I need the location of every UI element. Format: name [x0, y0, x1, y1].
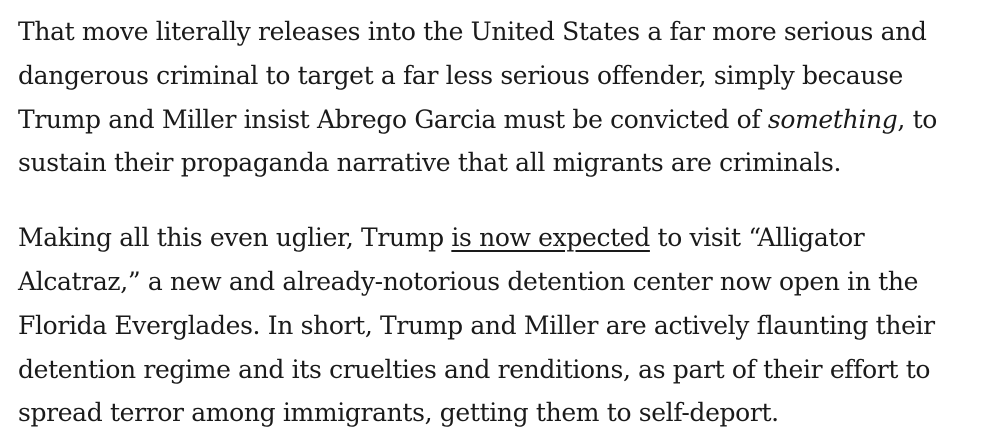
- text-line: Making all this even uglier, Trump is no…: [18, 216, 978, 260]
- paragraph-alligator-alcatraz-context: That move literally releases into the Un…: [18, 10, 978, 185]
- emphasized-word: something: [767, 104, 898, 134]
- text-line: That move literally releases into the Un…: [18, 17, 927, 46]
- text-segment: to visit “Alligator: [649, 223, 865, 253]
- text-segment: , to: [897, 104, 937, 134]
- text-line: Florida Everglades. In short, Trump and …: [18, 310, 935, 340]
- paragraph-trump-visit: Making all this even uglier, Trump is no…: [18, 216, 978, 435]
- text-line: dangerous criminal to target a far less …: [18, 60, 904, 90]
- is-now-expected-link[interactable]: is now expected: [451, 223, 650, 253]
- text-line: Alcatraz,” a new and already-notorious d…: [18, 266, 919, 296]
- text-segment: Making all this even uglier, Trump: [18, 223, 452, 253]
- text-line: Trump and Miller insist Abrego Garcia mu…: [18, 98, 978, 142]
- text-line: spread terror among immigrants, getting …: [18, 398, 779, 428]
- text-line: sustain their propaganda narrative that …: [18, 148, 842, 178]
- text-line: detention regime and its cruelties and r…: [18, 354, 931, 384]
- text-segment: Trump and Miller insist Abrego Garcia mu…: [18, 104, 768, 134]
